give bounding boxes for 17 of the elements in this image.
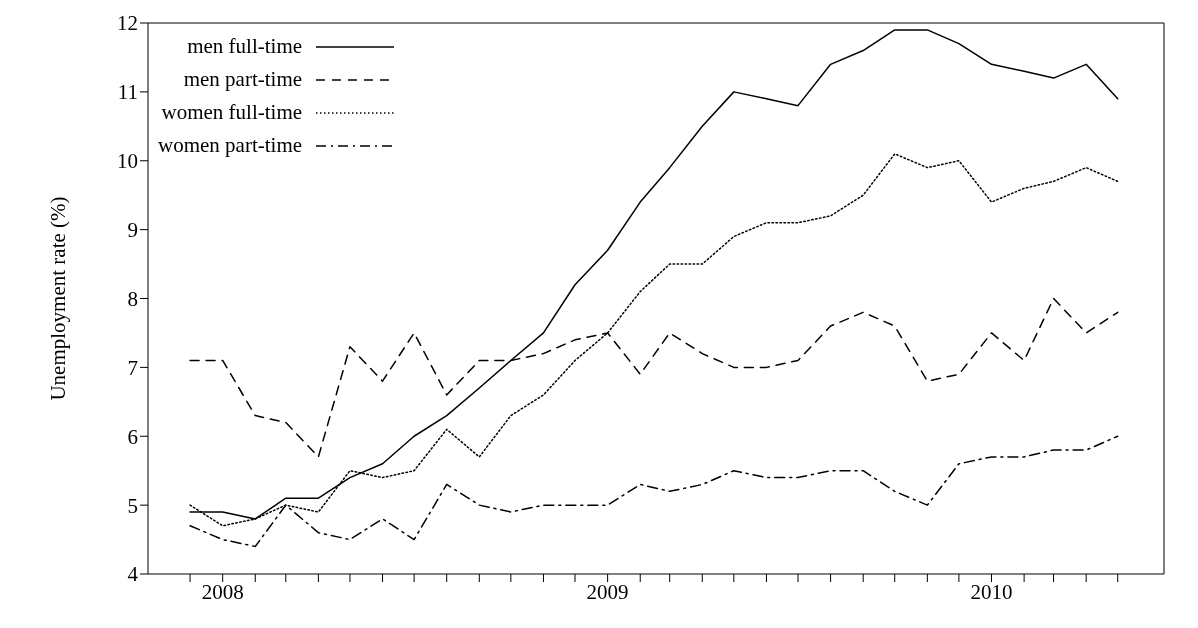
x-tick-label: 2009 xyxy=(586,579,629,604)
y-tick-label: 11 xyxy=(117,80,138,105)
y-tick-label: 10 xyxy=(117,149,138,174)
x-tick-label: 2008 xyxy=(201,579,244,604)
y-axis-title: Unemployment rate (%) xyxy=(46,196,71,401)
y-tick-label: 5 xyxy=(127,493,138,518)
y-tick-label: 9 xyxy=(127,218,138,243)
y-tick-label: 4 xyxy=(127,562,139,587)
legend-label: women part-time xyxy=(158,133,303,158)
legend-label: men full-time xyxy=(187,34,303,59)
x-tick-label: 2010 xyxy=(970,579,1013,604)
y-tick-label: 7 xyxy=(127,355,138,380)
y-tick-label: 6 xyxy=(127,424,138,449)
y-tick-label: 12 xyxy=(117,11,138,36)
y-tick-label: 8 xyxy=(127,286,138,311)
legend-label: men part-time xyxy=(183,67,303,92)
legend-label: women full-time xyxy=(161,100,303,125)
